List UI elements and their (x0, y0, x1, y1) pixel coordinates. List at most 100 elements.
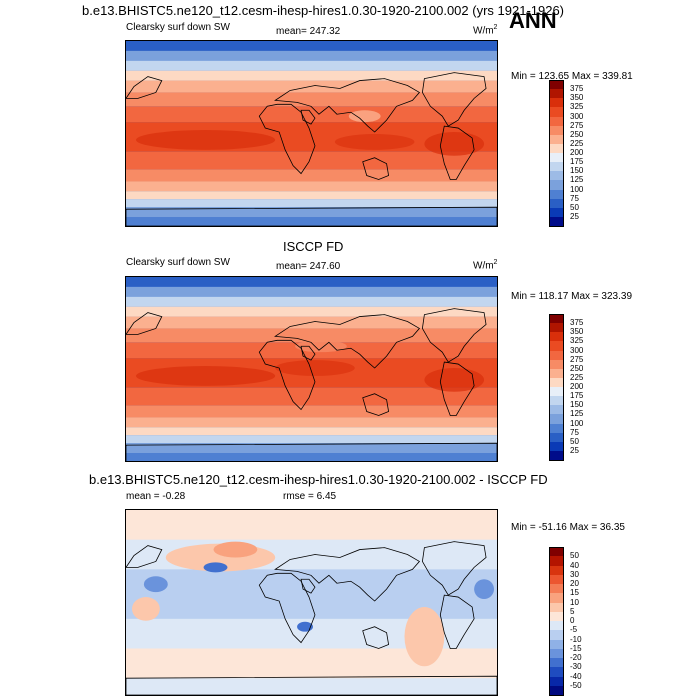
colorbar-cell (549, 350, 564, 361)
colorbar-tick-label: 125 (570, 409, 584, 419)
colorbar-cell (549, 423, 564, 434)
colorbar-cell (549, 667, 564, 677)
colorbar-tick-label: 75 (570, 427, 579, 437)
panel3-map-svg (126, 510, 497, 695)
colorbar-cell (549, 611, 564, 622)
colorbar-tick-label: 15 (570, 588, 579, 598)
colorbar-cell (549, 189, 564, 200)
panel3-colorbar: 50 40 30 20 15 10 5 0 -5 -10 -15 -20 -30 -40 -50 (549, 547, 599, 696)
colorbar-tick-label: 350 (570, 93, 584, 103)
panel2-minmax: Min = 118.17 Max = 323.39 (511, 291, 633, 302)
colorbar-cell (549, 143, 564, 154)
colorbar-cell (549, 396, 564, 406)
panel2-mean: mean= 247.60 (276, 261, 341, 272)
colorbar-tick-label: 250 (570, 363, 584, 373)
colorbar-tick-label: 175 (570, 391, 584, 401)
colorbar-cell (549, 377, 564, 388)
colorbar-cell (549, 685, 564, 696)
colorbar-tick-label: 200 (570, 382, 584, 391)
colorbar-cell (549, 630, 564, 640)
panel1-field-label: Clearsky surf down SW (126, 22, 230, 33)
colorbar-cell (549, 323, 564, 333)
panel1-map (125, 40, 498, 227)
colorbar-tick-label: 40 (570, 560, 579, 570)
colorbar-tick-label: 375 (570, 84, 584, 94)
figure-title: b.e13.BHISTC5.ne120_t12.cesm-ihesp-hires… (82, 3, 565, 18)
colorbar-tick-label: 250 (570, 129, 584, 139)
colorbar-cell (549, 639, 564, 650)
colorbar-tick-label: 50 (570, 551, 579, 561)
colorbar-cell (549, 153, 564, 163)
colorbar-cell (549, 574, 564, 585)
colorbar-cell (549, 162, 564, 172)
panel1-map-svg (126, 41, 497, 226)
colorbar-tick-label: 325 (570, 336, 584, 346)
colorbar-tick-label: 10 (570, 597, 579, 607)
colorbar-tick-label: -15 (570, 643, 582, 653)
colorbar-tick-label: 50 (570, 436, 579, 446)
colorbar-cell (549, 547, 564, 557)
colorbar-cell (549, 565, 564, 576)
colorbar-cell (549, 198, 564, 209)
colorbar-tick-label: 25 (570, 445, 579, 455)
colorbar-cell (549, 602, 564, 613)
colorbar-cell (549, 432, 564, 443)
panel3-section-title: b.e13.BHISTC5.ne120_t12.cesm-ihesp-hires… (89, 472, 548, 487)
colorbar-tick-label: 150 (570, 166, 584, 176)
colorbar-tick-label: 225 (570, 138, 584, 148)
colorbar-tick-label: 0 (570, 616, 575, 625)
colorbar-tick-label: 5 (570, 606, 575, 616)
colorbar-cell (549, 414, 564, 424)
colorbar-cell (549, 450, 564, 461)
colorbar-tick-label: 100 (570, 418, 584, 428)
colorbar-cell (549, 207, 564, 218)
colorbar-tick-label: 275 (570, 354, 584, 364)
colorbar-tick-label: -50 (570, 680, 582, 690)
colorbar-cell (549, 593, 564, 603)
colorbar-tick-label: 20 (570, 579, 579, 588)
panel2-map (125, 276, 498, 462)
colorbar-cell (549, 107, 564, 117)
colorbar-cell (549, 134, 564, 145)
colorbar-cell (549, 116, 564, 127)
panel2-map-svg (126, 277, 497, 461)
season-label: ANN (509, 8, 557, 33)
colorbar-cell (549, 332, 564, 342)
panel3-mean: mean = -0.28 (126, 491, 186, 502)
colorbar-cell (549, 556, 564, 566)
colorbar-cell (549, 171, 564, 181)
panel1-mean: mean= 247.32 (276, 26, 341, 37)
colorbar-cell (549, 387, 564, 397)
panel2-field-label: Clearsky surf down SW (126, 257, 230, 268)
colorbar-cell (549, 216, 564, 227)
colorbar-tick-label: 175 (570, 157, 584, 167)
colorbar-tick-label: 100 (570, 184, 584, 194)
colorbar-tick-label: 375 (570, 318, 584, 328)
colorbar-cell (549, 621, 564, 631)
colorbar-cell (549, 314, 564, 324)
colorbar-cell (549, 405, 564, 415)
colorbar-tick-label: -5 (570, 625, 578, 635)
colorbar-tick-label: 125 (570, 175, 584, 185)
colorbar-cell (549, 125, 564, 136)
panel1-minmax: Min = 123.65 Max = 339.81 (511, 71, 633, 82)
colorbar-cell (549, 368, 564, 379)
panel3-minmax: Min = -51.16 Max = 36.35 (511, 522, 625, 533)
colorbar-tick-label: 300 (570, 111, 584, 121)
colorbar-cell (549, 676, 564, 687)
colorbar-tick-label: -30 (570, 662, 582, 672)
panel2-units: W/m2 (473, 259, 498, 272)
colorbar-tick-label: 150 (570, 400, 584, 410)
panel2-section-title: ISCCP FD (283, 239, 344, 254)
panel1-units: W/m2 (473, 24, 498, 37)
colorbar-cell (549, 89, 564, 99)
colorbar-cell (549, 341, 564, 351)
panel1-colorbar: 375 350 325 300 275 250 225 200 175 150 125 100 75 50… (549, 80, 599, 227)
colorbar-cell (549, 584, 564, 594)
panel3-rmse: rmse = 6.45 (283, 491, 337, 502)
colorbar-tick-label: 50 (570, 202, 579, 212)
colorbar-tick-label: 75 (570, 193, 579, 203)
colorbar-tick-label: -20 (570, 653, 582, 662)
colorbar-tick-label: 200 (570, 148, 584, 157)
colorbar-tick-label: 25 (570, 211, 579, 221)
